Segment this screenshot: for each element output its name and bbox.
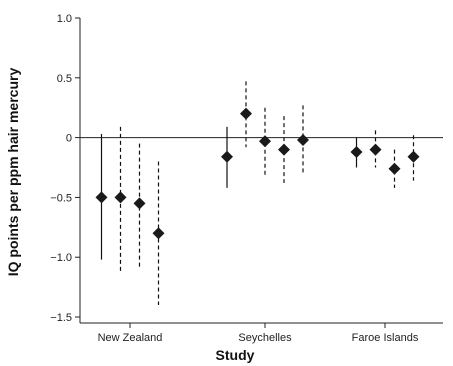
estimate-point	[350, 145, 363, 158]
x-tick-label: New Zealand	[98, 332, 163, 344]
x-axis-title: Study	[216, 347, 255, 363]
x-axis: New Zealand Seychelles Faroe Islands	[80, 322, 443, 344]
estimate-point	[369, 143, 382, 156]
estimate-point	[133, 197, 146, 210]
estimate-point	[221, 150, 233, 163]
y-tick-label: 0	[66, 133, 72, 145]
estimate-point	[152, 227, 165, 240]
x-tick-label: Faroe Islands	[352, 332, 419, 344]
estimate-point	[407, 150, 420, 163]
y-axis: 1.0 0.5 0 −0.5 −1.0 −1.5	[50, 13, 81, 324]
estimate-marks	[80, 81, 443, 306]
y-tick-label: −1.5	[50, 312, 72, 324]
estimate-point	[388, 162, 401, 175]
estimate-point	[240, 107, 252, 120]
y-tick-label: 1.0	[57, 13, 72, 25]
y-tick-label: 0.5	[57, 73, 72, 85]
estimate-point	[114, 191, 127, 204]
y-tick-label: −1.0	[50, 252, 72, 264]
estimate-point	[259, 135, 271, 148]
y-axis-title: IQ points per ppm hair mercury	[5, 68, 21, 277]
y-tick-label: −0.5	[50, 192, 72, 204]
x-tick-label: Seychelles	[238, 332, 292, 344]
estimate-point	[297, 134, 309, 146]
estimate-point	[278, 143, 290, 156]
estimate-point	[95, 191, 108, 204]
